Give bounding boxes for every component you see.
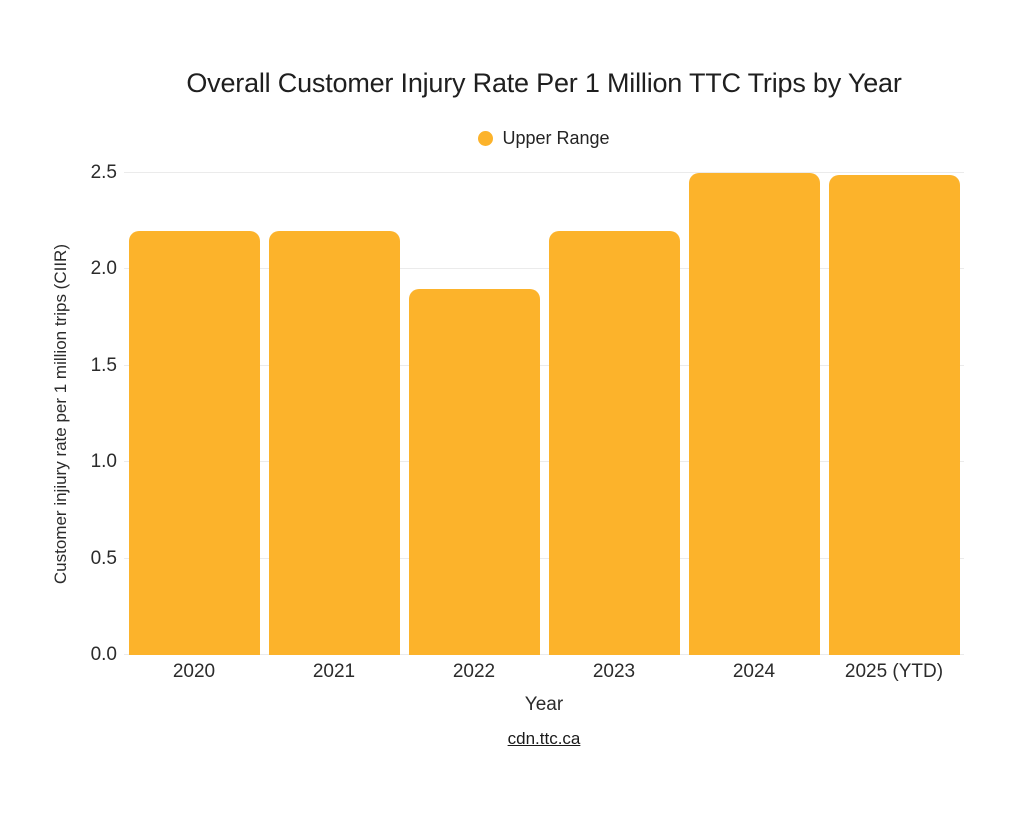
legend-marker-icon (478, 131, 494, 146)
gridline (124, 654, 964, 655)
bar-2022[interactable] (408, 288, 540, 655)
x-axis-ticks: 2020 2021 2022 2023 2024 2025 (YTD) (124, 661, 964, 685)
x-tick-label: 2024 (732, 661, 776, 682)
gridline (124, 557, 964, 559)
y-axis-ticks: 0.0 0.5 1.0 1.5 2.0 2.5 (40, 162, 117, 665)
x-tick-label: 2020 (172, 661, 216, 682)
x-tick-label: 2023 (592, 661, 636, 682)
y-tick-label: 2.5 (90, 162, 117, 183)
bar-2020[interactable] (128, 230, 260, 655)
x-tick-label: 2022 (452, 661, 496, 682)
chart-title: Overall Customer Injury Rate Per 1 Milli… (186, 68, 902, 98)
y-tick-label: 1.5 (90, 354, 117, 376)
gridline (124, 172, 964, 173)
bar-2024[interactable] (688, 173, 820, 655)
y-tick-label: 0.0 (90, 644, 117, 665)
bar-2021[interactable] (268, 230, 400, 655)
y-tick-label: 2.0 (90, 258, 117, 280)
source-link[interactable]: cdn.ttc.ca (507, 729, 581, 748)
x-axis-title: Year (524, 694, 564, 715)
x-tick-label: 2021 (312, 661, 356, 682)
plot-area (124, 172, 964, 655)
legend-item-upper-range[interactable]: Upper Range (104, 128, 984, 149)
gridline (124, 364, 964, 366)
bar-2023[interactable] (548, 230, 680, 655)
bar-2025-ytd[interactable] (828, 174, 960, 655)
footer: cdn.ttc.ca (124, 729, 964, 749)
y-tick-label: 0.5 (90, 547, 117, 569)
y-tick-label: 1.0 (90, 451, 117, 473)
gridline (124, 268, 964, 270)
gridline (124, 461, 964, 463)
x-tick-label: 2025 (YTD) (844, 661, 944, 682)
legend-label: Upper Range (502, 128, 610, 148)
